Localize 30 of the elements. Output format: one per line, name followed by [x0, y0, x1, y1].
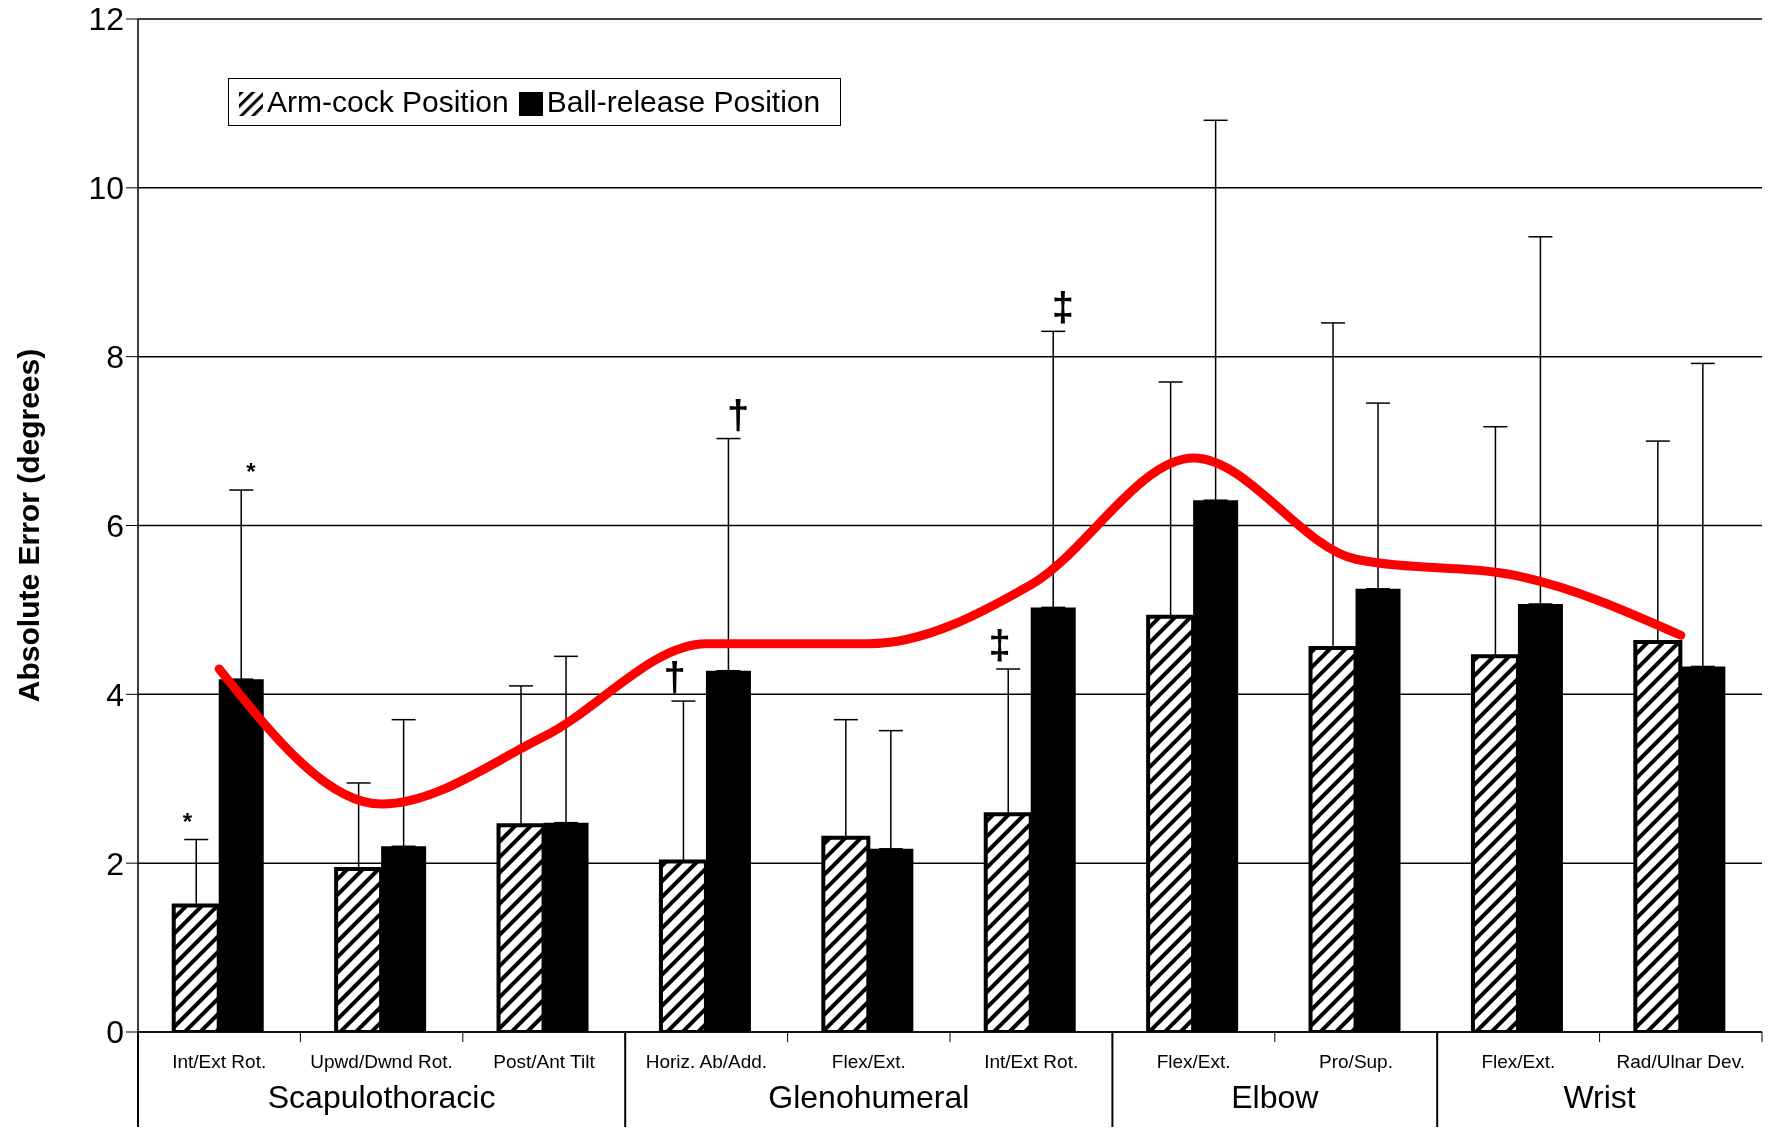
- y-tick-label: 8: [106, 339, 124, 376]
- annotation: ‡: [1051, 285, 1074, 330]
- y-tick-label: 6: [106, 507, 124, 544]
- y-tick-label: 4: [106, 676, 124, 713]
- x-tick-label: Flex/Ext.: [1156, 1051, 1231, 1072]
- x-tick-label: Rad/Ulnar Dev.: [1616, 1051, 1746, 1072]
- x-tick-label: Pro/Sup.: [1319, 1051, 1393, 1072]
- x-tick-label: Flex/Ext.: [831, 1051, 906, 1072]
- text: Elbow: [1231, 1079, 1320, 1115]
- x-tick-label: Horiz. Ab/Add.: [645, 1051, 768, 1072]
- x-tick-label: Upwd/Dwnd Rot.: [310, 1051, 453, 1072]
- text: Wrist: [1563, 1079, 1636, 1115]
- annotation: †: [726, 392, 750, 437]
- annotation: *: [182, 807, 193, 835]
- y-tick-label: 10: [88, 170, 124, 207]
- y-axis-title: Absolute Error (degrees): [11, 348, 45, 703]
- annotation: *: [246, 458, 257, 486]
- annotation: ‡: [988, 623, 1011, 668]
- x-tick-label: Int/Ext Rot.: [984, 1051, 1079, 1072]
- x-tick-label: Int/Ext Rot.: [172, 1051, 267, 1072]
- x-tick-label: Post/Ant Tilt: [493, 1051, 596, 1072]
- y-tick-label: 2: [106, 845, 124, 882]
- text: Glenohumeral: [768, 1079, 970, 1115]
- legend-label: Arm-cock Position: [267, 85, 509, 118]
- y-tick-label: 12: [88, 1, 124, 38]
- legend-label: Ball-release Position: [546, 85, 821, 118]
- y-tick-label: 0: [106, 1014, 124, 1051]
- text: Scapulothoracic: [267, 1079, 496, 1115]
- x-tick-label: Flex/Ext.: [1481, 1051, 1556, 1072]
- annotation: †: [663, 655, 686, 700]
